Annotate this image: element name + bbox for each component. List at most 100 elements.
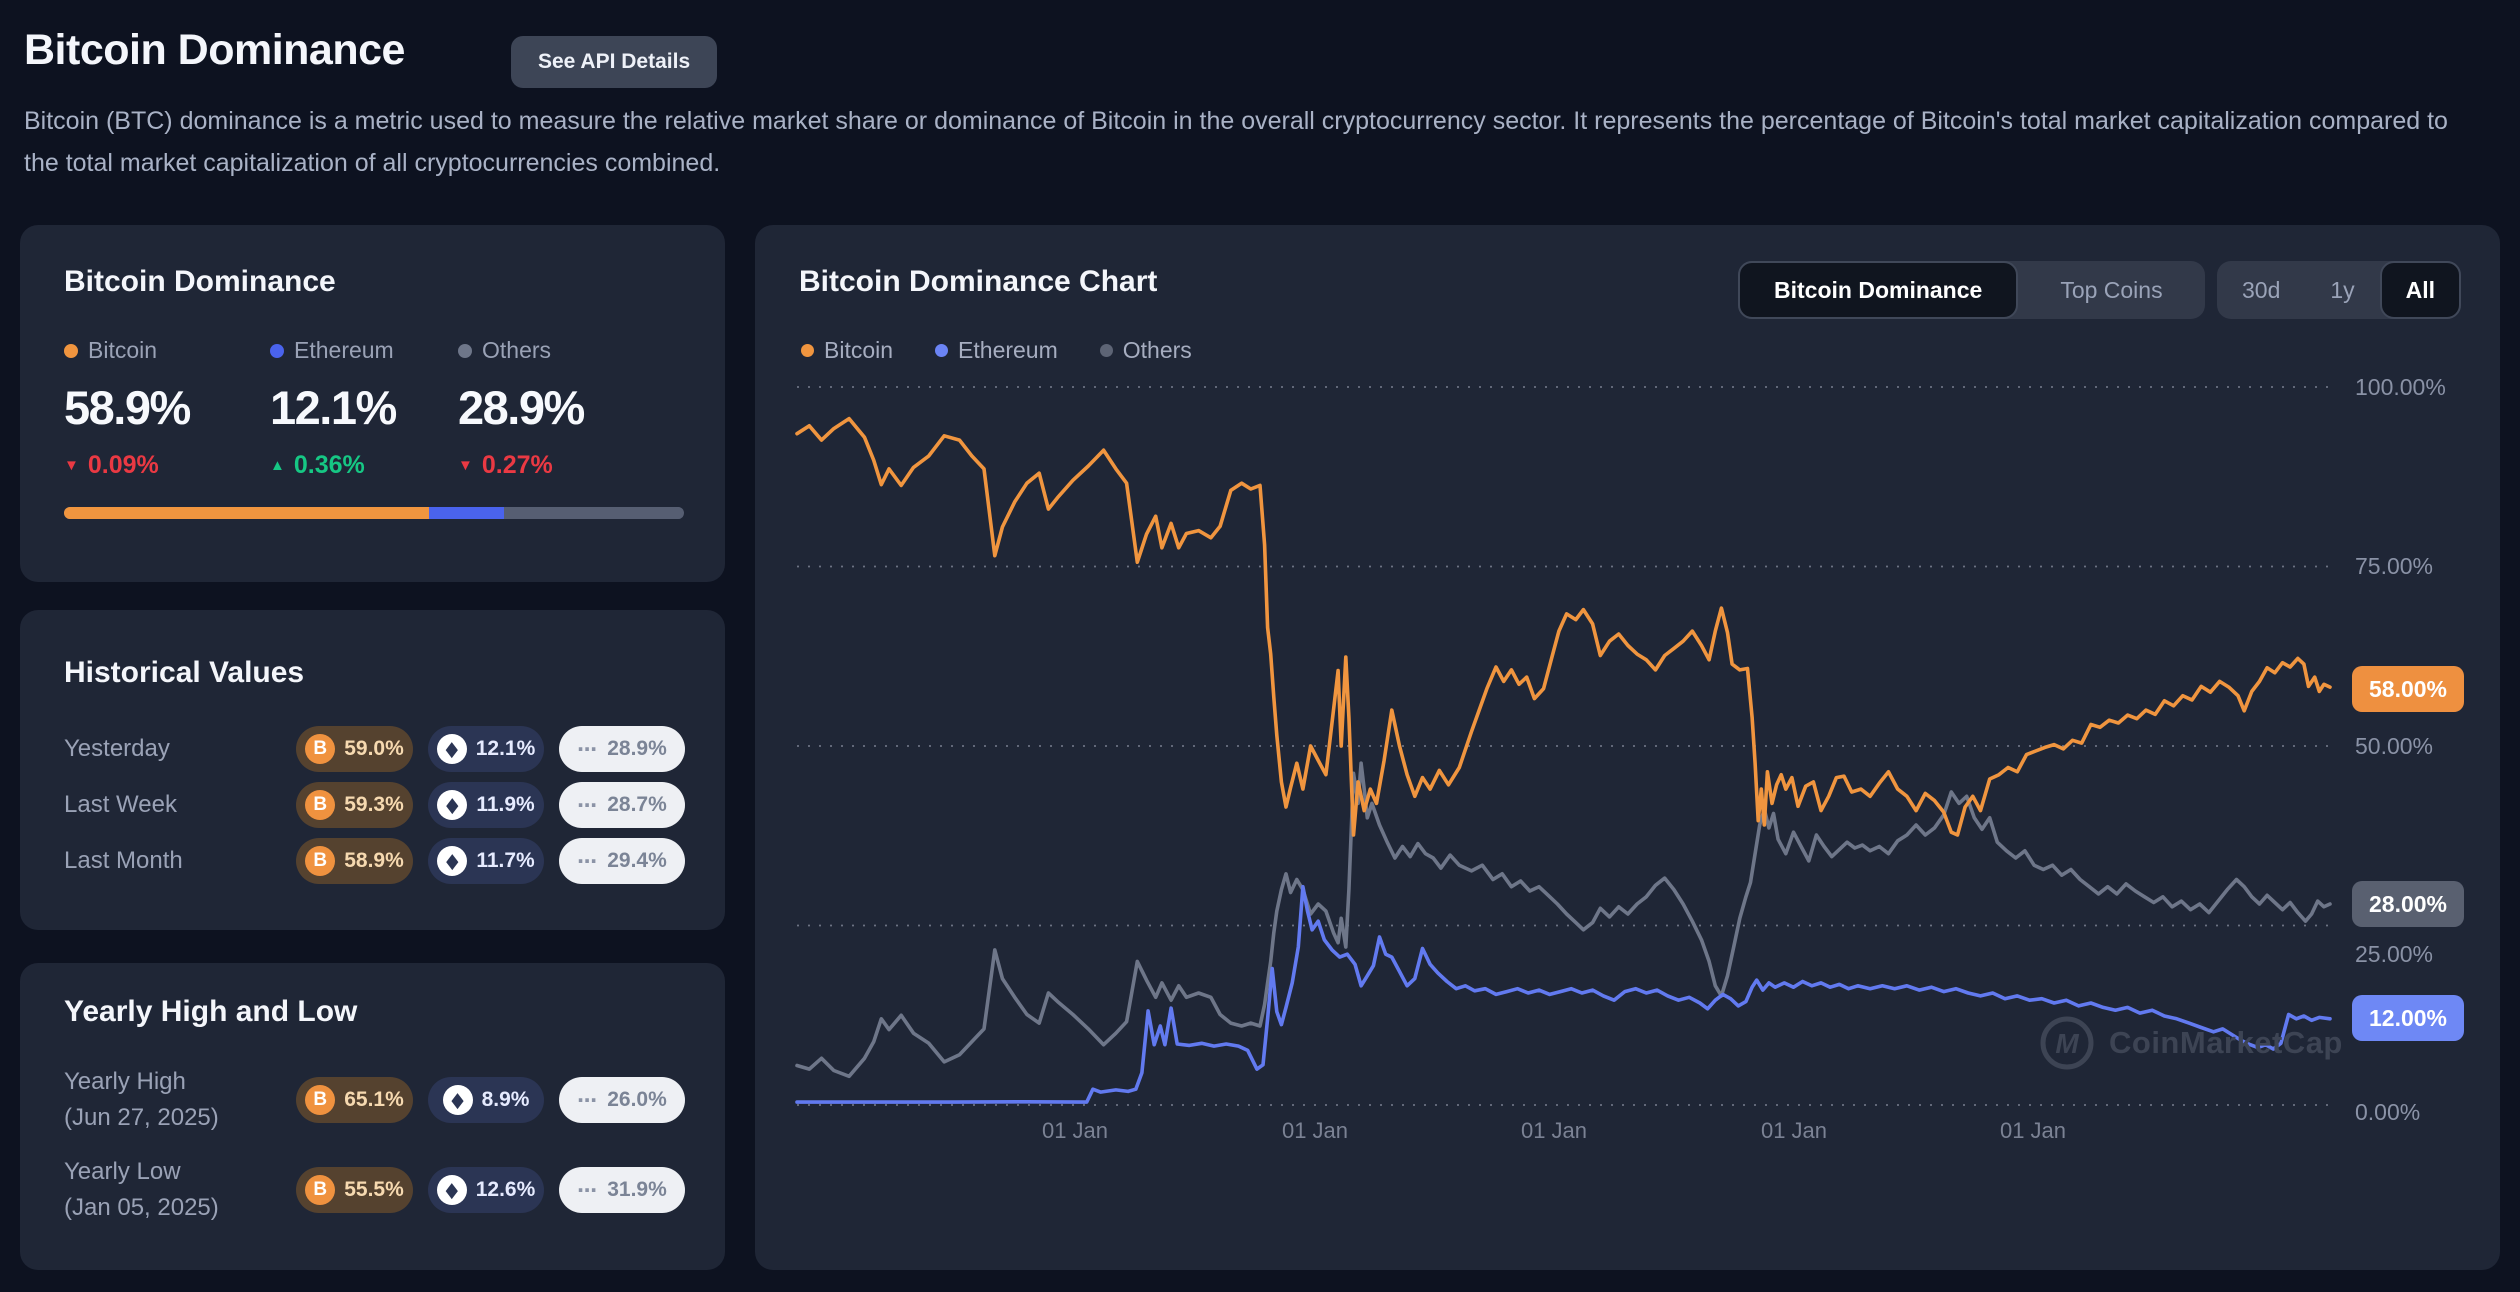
progress-segment-others [504, 507, 684, 519]
row-label: Last Week [64, 791, 177, 818]
bitcoin-coin-icon: B [305, 1085, 336, 1115]
dominance-card-title: Bitcoin Dominance [64, 265, 336, 298]
bitcoin-coin-icon: B [305, 1175, 336, 1205]
x-tick: 01 Jan [1760, 1118, 1828, 1143]
ethereum-coin-icon: ◆ [436, 1175, 467, 1205]
ethereum-coin-icon: ◆ [436, 734, 467, 764]
page-description: Bitcoin (BTC) dominance is a metric used… [24, 107, 2448, 177]
dominance-col-others: Others 28.9% ▼ 0.27% [458, 337, 658, 480]
btc-value-badge: B 59.3% [296, 782, 413, 828]
x-axis-labels: 01 Jan 01 Jan 01 Jan 01 Jan 01 Jan [797, 1118, 2330, 1148]
page-title: Bitcoin Dominance [24, 26, 405, 74]
range-1y-button[interactable]: 1y [2330, 276, 2355, 303]
coin-label: Bitcoin [88, 337, 158, 363]
svg-text:M: M [2055, 1028, 2079, 1059]
see-api-details-button[interactable]: See API Details [511, 36, 718, 88]
chart-legend: Bitcoin Ethereum Others [801, 337, 1192, 364]
chart-type-toggle: Bitcoin Dominance Top Coins [1738, 261, 2205, 319]
btc-value-badge: B 65.1% [296, 1077, 413, 1123]
legend-bitcoin: Bitcoin [824, 337, 894, 363]
ethereum-dot-icon [935, 344, 949, 357]
eth-value-badge: ◆ 12.1% [428, 726, 544, 772]
time-range-selector: 30d 1y All [2217, 261, 2462, 319]
bitcoin-coin-icon: B [305, 846, 336, 876]
dominance-col-ethereum: Ethereum 12.1% ▲ 0.36% [270, 337, 470, 480]
coinmarketcap-watermark: M CoinMarketCap [2039, 1015, 2343, 1071]
yearly-high-low-card: Yearly High and Low Yearly High (Jun 27,… [20, 963, 725, 1270]
chart-panel: Bitcoin Dominance Chart Bitcoin Ethereum… [755, 225, 2500, 1270]
others-value-badge: ⋯ 31.9% [559, 1167, 685, 1213]
progress-segment-bitcoin [64, 507, 430, 519]
others-dots-icon: ⋯ [577, 738, 599, 761]
btc-value-badge: B 58.9% [296, 838, 413, 884]
yearly-low-row: Yearly Low (Jan 05, 2025) B 55.5% ◆ 12.6% … [64, 1145, 685, 1235]
down-arrow-icon: ▼ [458, 457, 473, 474]
x-tick: 01 Jan [1041, 1118, 1109, 1143]
legend-ethereum: Ethereum [958, 337, 1058, 363]
yearly-high-row: Yearly High (Jun 27, 2025) B 65.1% ◆ 8.9% … [64, 1055, 685, 1145]
bitcoin-coin-icon: B [305, 734, 336, 764]
bitcoin-dot-icon [801, 344, 814, 357]
y-tick-100: 100.00% [2355, 374, 2446, 400]
range-all-button[interactable]: All [2379, 261, 2462, 319]
historical-row: Last Month B 58.9% ◆ 11.7% ⋯ 29.4% [64, 838, 685, 884]
coin-label: Ethereum [294, 337, 394, 363]
coin-label: Others [482, 337, 552, 363]
others-value-badge: ⋯ 28.7% [559, 782, 685, 828]
range-30d-button[interactable]: 30d [2242, 276, 2281, 303]
down-arrow-icon: ▼ [64, 457, 79, 474]
up-arrow-icon: ▲ [270, 457, 285, 474]
others-current-badge: 28.00% [2352, 881, 2465, 927]
eth-value-badge: ◆ 11.9% [428, 782, 544, 828]
y-tick-50: 50.00% [2355, 733, 2434, 759]
y-tick-75: 75.00% [2355, 553, 2434, 579]
historical-values-card: Historical Values Yesterday B 59.0% ◆ 12.1… [20, 610, 725, 930]
others-dots-icon: ⋯ [577, 1089, 599, 1112]
ethereum-coin-icon: ◆ [442, 1085, 473, 1115]
eth-value-badge: ◆ 11.7% [428, 838, 544, 884]
y-tick-25: 25.00% [2355, 941, 2434, 967]
tab-top-coins[interactable]: Top Coins [2060, 276, 2163, 303]
row-label: Yearly Low (Jan 05, 2025) [64, 1158, 219, 1221]
dominance-chart[interactable] [795, 386, 2332, 1106]
watermark-text: CoinMarketCap [2109, 1025, 2343, 1060]
others-value-badge: ⋯ 28.9% [559, 726, 685, 772]
others-value-badge: ⋯ 29.4% [559, 838, 685, 884]
historical-card-title: Historical Values [64, 656, 305, 689]
bitcoin-coin-icon: B [305, 790, 336, 820]
others-dots-icon: ⋯ [577, 1179, 599, 1202]
progress-segment-ethereum [429, 507, 505, 519]
others-dominance-value: 28.9% [458, 381, 585, 434]
ethereum-dot-icon [270, 343, 284, 358]
ethereum-coin-icon: ◆ [437, 790, 468, 820]
ethereum-dominance-value: 12.1% [270, 381, 397, 434]
others-value-badge: ⋯ 26.0% [559, 1077, 685, 1123]
ethereum-change: 0.36% [293, 451, 365, 479]
yearly-card-title: Yearly High and Low [64, 995, 358, 1028]
others-change: 0.27% [481, 451, 553, 479]
dominance-chart-svg [795, 386, 2332, 1106]
row-label: Last Month [64, 847, 183, 874]
chart-title: Bitcoin Dominance Chart [799, 265, 1158, 298]
y-tick-0: 0.00% [2355, 1099, 2421, 1125]
bitcoin-current-badge: 58.00% [2352, 666, 2465, 712]
row-date: (Jun 27, 2025) [64, 1104, 219, 1131]
x-tick: 01 Jan [1520, 1118, 1588, 1143]
tab-bitcoin-dominance[interactable]: Bitcoin Dominance [1738, 261, 2019, 319]
historical-row: Yesterday B 59.0% ◆ 12.1% ⋯ 28.9% [64, 726, 685, 772]
bitcoin-dot-icon [64, 343, 78, 358]
others-dot-icon [458, 343, 472, 358]
eth-value-badge: ◆ 8.9% [428, 1077, 544, 1123]
bitcoin-dominance-value: 58.9% [64, 381, 191, 434]
historical-row: Last Week B 59.3% ◆ 11.9% ⋯ 28.7% [64, 782, 685, 828]
others-dots-icon: ⋯ [577, 850, 599, 873]
others-dot-icon [1099, 344, 1113, 357]
dominance-card: Bitcoin Dominance Bitcoin 58.9% ▼ 0.09% … [20, 225, 725, 582]
row-date: (Jan 05, 2025) [64, 1194, 219, 1221]
x-tick: 01 Jan [1281, 1118, 1349, 1143]
bitcoin-change: 0.09% [87, 451, 159, 479]
coinmarketcap-logo-icon: M [2040, 1016, 2094, 1070]
btc-value-badge: B 55.5% [296, 1167, 413, 1213]
ethereum-current-badge: 12.00% [2352, 995, 2465, 1041]
